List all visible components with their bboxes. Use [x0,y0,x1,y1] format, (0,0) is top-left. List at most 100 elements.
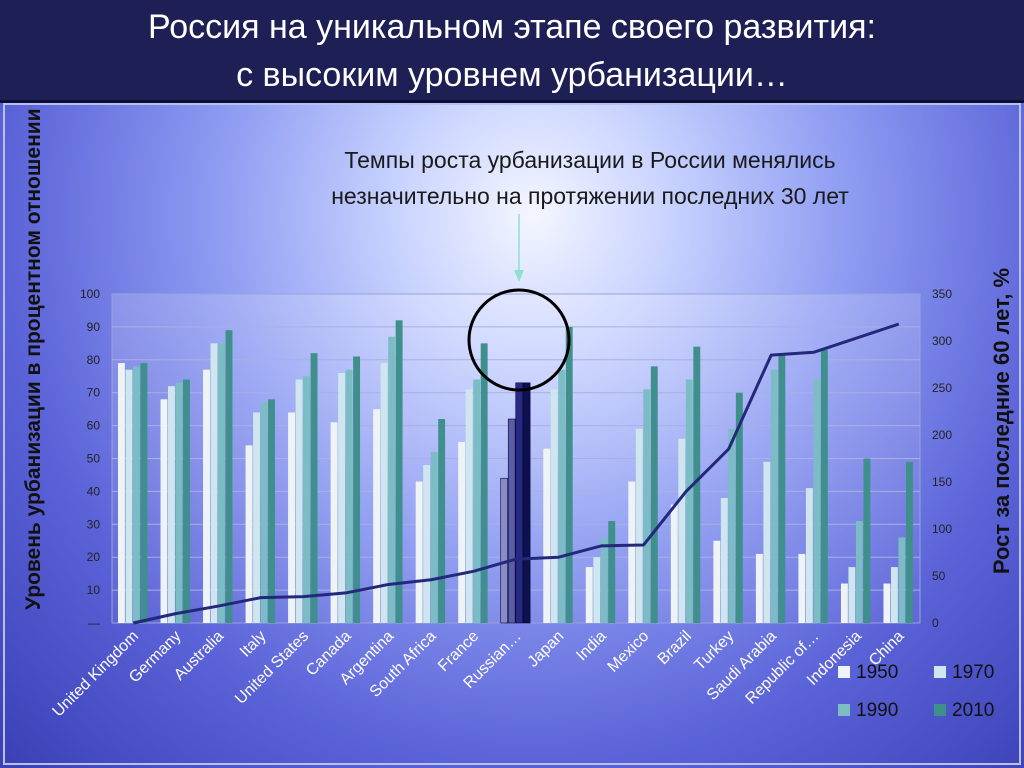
y2-tick-label: 250 [932,381,952,395]
slide-frame [3,103,1021,765]
bar [218,343,225,623]
x-tick-label: Republic of… [743,628,823,708]
x-tick-label: United States [232,628,312,708]
bar [253,412,260,623]
bar [755,553,763,623]
bar [693,346,701,623]
bar [330,422,338,623]
bar [175,382,183,623]
y2-tick-label: 200 [932,428,952,442]
bar [388,336,396,623]
bar [883,583,891,623]
bar [863,458,871,623]
bar [303,376,311,623]
bar [543,448,551,623]
legend-swatch [934,704,946,716]
bar [423,465,431,623]
y-tick-label: 40 [87,484,101,498]
y2-tick-label: 350 [932,287,952,301]
y2-tick-label: 0 [932,616,939,630]
y-tick-label: 60 [87,419,101,433]
bar [820,349,828,623]
bar [593,557,601,623]
bar [905,461,913,623]
bar [473,379,481,623]
bar [735,392,743,623]
bar [345,369,353,623]
y-tick-label: — [88,616,100,630]
bar [125,369,133,623]
bar [515,382,523,624]
x-tick-label: India [573,628,610,665]
bar [805,488,813,623]
y-tick-label: 70 [87,386,101,400]
bar [685,379,693,623]
pointer-arrow-head [514,270,524,282]
bar [813,379,821,623]
highlight-circle [467,288,571,392]
legend-swatch [838,666,850,678]
bar [310,353,318,623]
x-tick-label: Mexico [605,628,653,676]
slide-title-line-1: Россия на уникальном этапе своего развит… [148,8,876,46]
bar [643,389,651,623]
bar [898,537,906,623]
legend-label: 1990 [856,700,898,721]
y-tick-label: 30 [87,517,101,531]
subtitle-line-2: незначительно на протяжении последних 30… [331,183,849,209]
y-tick-label: 20 [87,550,101,564]
bar [183,379,190,623]
growth-line [132,322,900,625]
bar [585,567,593,623]
slide-title-line-2: с высоким уровнем урбанизации… [236,56,788,94]
bar [458,442,466,623]
bar [890,567,898,623]
legend-label: 2010 [952,700,994,721]
bar [168,386,175,623]
bar [600,537,608,623]
bar [245,445,253,623]
y-tick-label: 80 [87,353,101,367]
bar [295,379,303,623]
bar [225,330,233,623]
bar [210,343,218,623]
y-tick-label: 100 [80,287,100,301]
bar [338,372,346,623]
legend-swatch [838,704,850,716]
x-tick-label: Brazil [655,628,695,668]
legend-label: 1950 [856,662,898,683]
bar [720,497,728,623]
y-tick-label: 50 [87,452,101,466]
y-tick-label: 90 [87,320,101,334]
bar [565,326,573,623]
legend-swatch [934,666,946,678]
bar [713,540,721,623]
bar [770,369,778,623]
bar [203,369,210,623]
bar [550,389,558,623]
bar [558,369,566,623]
bar [395,320,403,623]
bar [763,461,771,623]
bar [140,363,148,623]
x-tick-label: Japan [525,628,568,671]
bar [380,363,388,623]
x-tick-label: Italy [237,628,270,661]
bar [650,366,658,623]
bar [415,481,423,623]
bar [260,402,268,623]
bar [840,583,848,623]
bar [522,382,531,624]
y2-tick-label: 150 [932,475,952,489]
bar [288,412,296,623]
y2-tick-label: 50 [932,569,946,583]
bar [438,419,446,623]
bar [353,356,361,623]
bar [480,343,488,623]
bar [608,521,616,623]
y-tick-label: 10 [87,583,101,597]
bar [778,353,786,623]
bar [160,399,168,623]
bar [728,428,736,623]
